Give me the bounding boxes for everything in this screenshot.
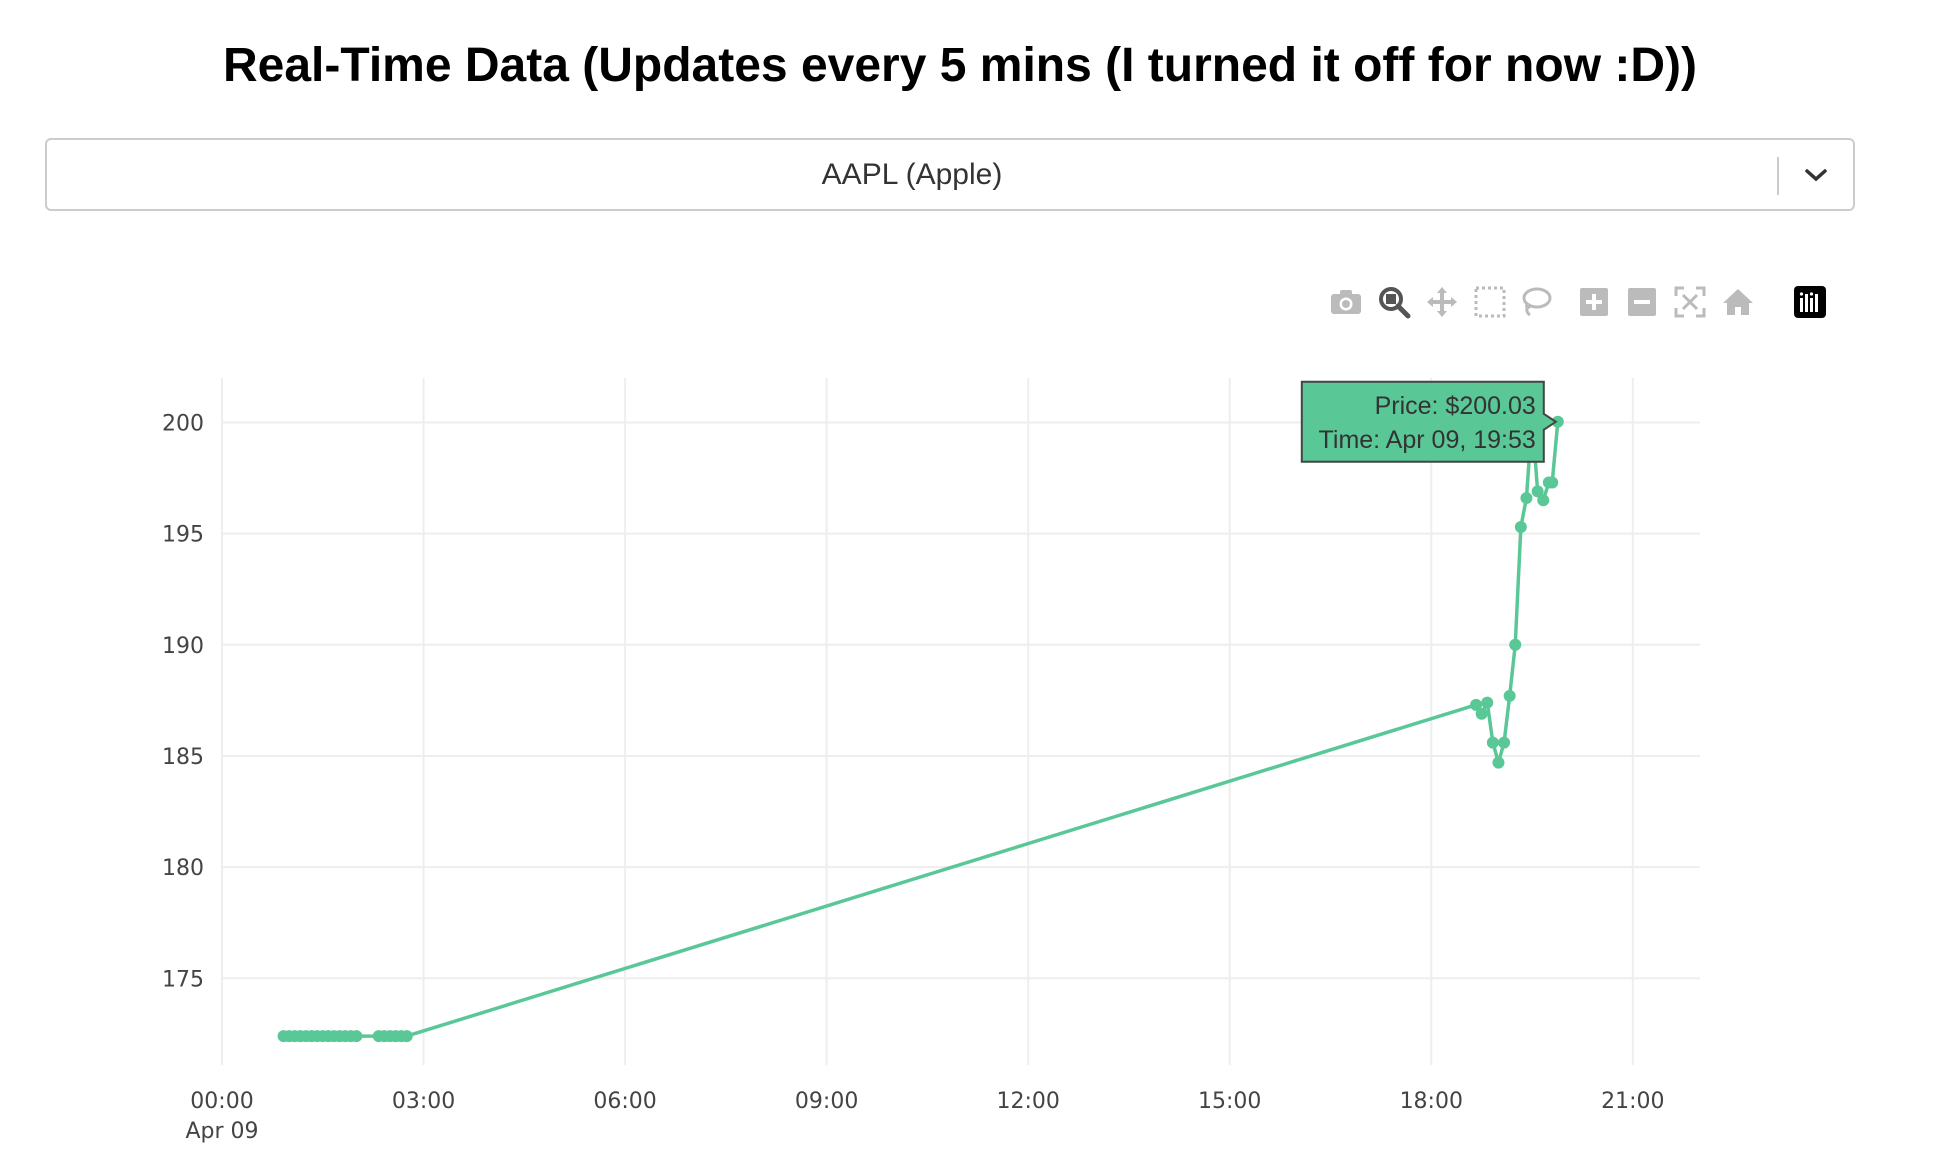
- lasso-select-icon[interactable]: [1516, 282, 1556, 322]
- tooltip-box: [1300, 380, 1558, 463]
- pan-icon[interactable]: [1422, 282, 1462, 322]
- x-tick-label: 03:00: [392, 1089, 455, 1114]
- chart-modebar: [1320, 282, 1850, 330]
- x-tick-label: 06:00: [593, 1089, 656, 1114]
- data-point: [1492, 756, 1505, 769]
- x-tick-label: 21:00: [1601, 1089, 1664, 1114]
- x-tick-label: 18:00: [1400, 1089, 1463, 1114]
- dropdown-selected-value: AAPL (Apple): [821, 158, 1003, 191]
- chart-axes: 00:00 03:00 06:00 09:00 12:00 15:00 18:00 21:00…: [162, 411, 1665, 1144]
- x-tick-label: 09:00: [795, 1089, 858, 1114]
- data-point: [1514, 520, 1527, 533]
- data-point: [1546, 476, 1559, 489]
- data-point: [1498, 736, 1511, 749]
- x-tick-label: 00:00: [190, 1089, 253, 1114]
- x-tick-label: 15:00: [1198, 1089, 1261, 1114]
- x-date-label: Apr 09: [185, 1119, 258, 1144]
- data-point: [1470, 698, 1483, 711]
- y-tick-label: 195: [162, 523, 204, 548]
- hover-tooltip: Price: $200.03 Time: Apr 09, 19:53: [1300, 380, 1558, 463]
- dropdown-separator: [1777, 157, 1779, 195]
- chart-grid: [221, 378, 1700, 1065]
- zoom-out-icon[interactable]: [1622, 282, 1662, 322]
- zoom-in-icon[interactable]: [1574, 282, 1614, 322]
- series-line: [283, 416, 1560, 1038]
- chevron-down-icon[interactable]: [1799, 160, 1833, 190]
- y-tick-label: 200: [162, 411, 204, 436]
- y-tick-label: 175: [162, 967, 204, 992]
- data-point: [1503, 689, 1516, 702]
- data-point: [1509, 638, 1522, 651]
- tooltip-time: Time: Apr 09, 19:53: [1319, 426, 1536, 454]
- y-tick-label: 185: [162, 745, 204, 770]
- data-point: [1551, 415, 1564, 428]
- box-select-icon[interactable]: [1470, 282, 1510, 322]
- x-tick-label: 12:00: [996, 1089, 1059, 1114]
- autoscale-icon[interactable]: [1670, 282, 1710, 322]
- data-point: [350, 1030, 363, 1043]
- chart-series: [277, 412, 1564, 1043]
- page-title: Real-Time Data (Updates every 5 mins (I …: [223, 39, 1697, 92]
- data-point: [400, 1030, 413, 1043]
- tooltip-price: Price: $200.03: [1375, 392, 1536, 420]
- data-point: [1520, 492, 1533, 505]
- data-point: [1475, 707, 1488, 720]
- zoom-icon[interactable]: [1374, 282, 1414, 322]
- stock-dropdown[interactable]: AAPL (Apple): [45, 138, 1855, 211]
- data-point: [1537, 494, 1550, 507]
- y-tick-label: 180: [162, 856, 204, 881]
- data-point: [1481, 696, 1494, 709]
- plotly-logo-icon[interactable]: [1790, 282, 1830, 322]
- y-tick-label: 190: [162, 634, 204, 659]
- reset-axes-icon[interactable]: [1718, 282, 1758, 322]
- data-point: [1531, 485, 1544, 498]
- data-point: [1486, 736, 1499, 749]
- camera-icon[interactable]: [1326, 282, 1366, 322]
